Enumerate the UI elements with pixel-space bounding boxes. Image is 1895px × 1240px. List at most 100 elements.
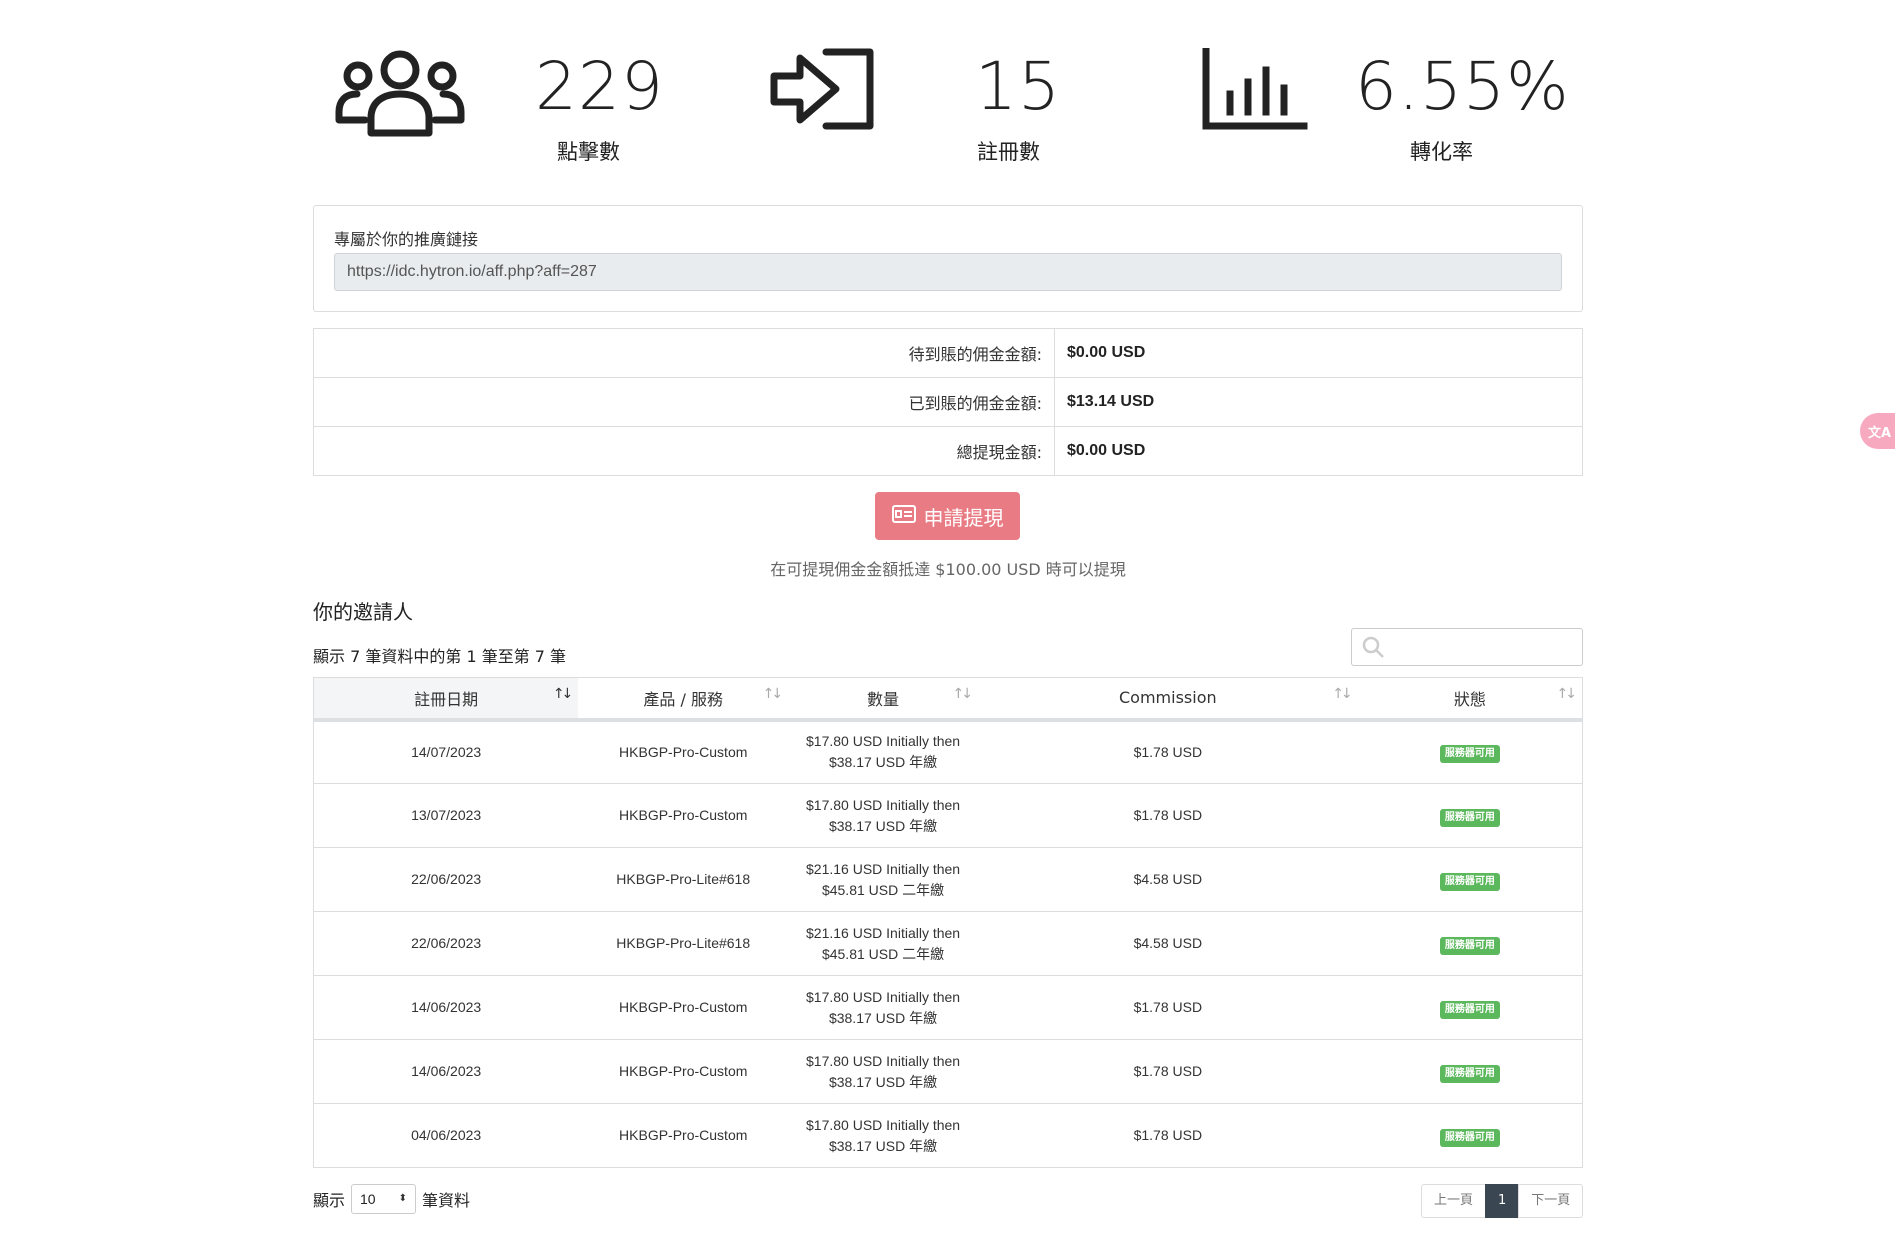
- amount-cell: $17.80 USD Initially then $38.17 USD 年繳: [788, 783, 978, 848]
- page-1-button[interactable]: 1: [1485, 1184, 1520, 1218]
- amount-line-1: $21.16 USD Initially then: [806, 860, 961, 877]
- amount-cell: $17.80 USD Initially then $38.17 USD 年繳: [788, 1039, 978, 1104]
- pending-commission-label: 待到賬的佣金金額:: [313, 328, 1055, 378]
- select-arrows-icon: ⬍: [398, 1193, 408, 1204]
- translate-button[interactable]: 文A: [1860, 413, 1895, 449]
- table-row: 14/06/2023 HKBGP-Pro-Custom $17.80 USD I…: [313, 1039, 1583, 1104]
- request-withdrawal-button[interactable]: 申請提現: [875, 492, 1020, 540]
- amount-cell: $17.80 USD Initially then $38.17 USD 年繳: [788, 719, 978, 784]
- signup-date-cell: 13/07/2023: [313, 783, 579, 848]
- clicks-value: 229: [535, 48, 664, 125]
- amount-line-2: $38.17 USD 年繳: [828, 1009, 938, 1026]
- total-withdrawn-label: 總提現金額:: [313, 426, 1055, 476]
- signup-date-cell: 14/07/2023: [313, 719, 579, 784]
- status-cell: 服務器可用: [1357, 783, 1583, 848]
- page-length-value: 10: [360, 1191, 376, 1207]
- column-header-amount[interactable]: 數量 ↑↓: [788, 677, 978, 722]
- product-cell: HKBGP-Pro-Custom: [578, 783, 789, 848]
- column-label: 產品 / 服務: [643, 689, 723, 709]
- sort-icon: ↑↓: [552, 686, 574, 702]
- commission-cell: $1.78 USD: [977, 719, 1358, 784]
- bar-chart-icon: [1202, 48, 1308, 130]
- amount-line-1: $17.80 USD Initially then: [806, 1052, 961, 1069]
- commission-cell: $4.58 USD: [977, 911, 1358, 976]
- table-row: 22/06/2023 HKBGP-Pro-Lite#618 $21.16 USD…: [313, 911, 1583, 976]
- amount-line-2: $38.17 USD 年繳: [828, 754, 938, 771]
- column-header-status[interactable]: 狀態 ↑↓: [1357, 677, 1583, 722]
- page-length-select[interactable]: 10 ⬍: [351, 1184, 417, 1214]
- column-label: 註冊日期: [414, 689, 479, 709]
- signup-date-cell: 04/06/2023: [313, 1103, 579, 1168]
- sort-icon: ↑↓: [1556, 686, 1578, 702]
- status-cell: 服務器可用: [1357, 1039, 1583, 1104]
- amount-line-1: $17.80 USD Initially then: [806, 796, 961, 813]
- stats-row: 229 點擊數 15 註冊數 6.55% 轉化率: [313, 40, 1583, 170]
- commission-cell: $4.58 USD: [977, 847, 1358, 912]
- commission-summary-table: 待到賬的佣金金額: $0.00 USD 已到賬的佣金金額: $13.14 USD…: [313, 328, 1583, 476]
- amount-line-2: $45.81 USD 二年繳: [821, 945, 945, 962]
- column-label: 狀態: [1453, 689, 1486, 709]
- clicks-label: 點擊數: [557, 140, 620, 164]
- table-row: 04/06/2023 HKBGP-Pro-Custom $17.80 USD I…: [313, 1103, 1583, 1168]
- column-header-product[interactable]: 產品 / 服務 ↑↓: [578, 677, 789, 722]
- previous-page-button[interactable]: 上一頁: [1421, 1184, 1487, 1218]
- product-cell: HKBGP-Pro-Lite#618: [578, 911, 789, 976]
- users-icon: [335, 48, 465, 140]
- money-card-icon: [891, 504, 916, 528]
- signups-value: 15: [975, 48, 1061, 125]
- status-badge: 服務器可用: [1439, 1128, 1500, 1147]
- table-row: 22/06/2023 HKBGP-Pro-Lite#618 $21.16 USD…: [313, 847, 1583, 912]
- referral-link-label: 專屬於你的推廣鏈接: [334, 230, 479, 249]
- withdrawal-threshold-note: 在可提現佣金金額抵達 $100.00 USD 時可以提現: [770, 560, 1126, 579]
- available-commission-value: $13.14 USD: [1054, 377, 1583, 427]
- amount-cell: $17.80 USD Initially then $38.17 USD 年繳: [788, 975, 978, 1040]
- conversion-label: 轉化率: [1410, 140, 1473, 164]
- commission-row: 待到賬的佣金金額: $0.00 USD: [313, 328, 1583, 378]
- status-cell: 服務器可用: [1357, 1103, 1583, 1168]
- product-cell: HKBGP-Pro-Custom: [578, 719, 789, 784]
- product-cell: HKBGP-Pro-Custom: [578, 1103, 789, 1168]
- column-label: Commission: [1119, 688, 1217, 708]
- commission-cell: $1.78 USD: [977, 975, 1358, 1040]
- table-row: 14/07/2023 HKBGP-Pro-Custom $17.80 USD I…: [313, 719, 1583, 784]
- sort-icon: ↑↓: [762, 686, 784, 702]
- status-cell: 服務器可用: [1357, 911, 1583, 976]
- page-length-suffix: 筆資料: [422, 1191, 471, 1210]
- status-badge: 服務器可用: [1439, 936, 1500, 955]
- request-withdrawal-label: 申請提現: [923, 505, 1004, 530]
- amount-cell: $21.16 USD Initially then $45.81 USD 二年繳: [788, 911, 978, 976]
- table-row: 13/07/2023 HKBGP-Pro-Custom $17.80 USD I…: [313, 783, 1583, 848]
- sort-icon: ↑↓: [952, 686, 974, 702]
- available-commission-label: 已到賬的佣金金額:: [313, 377, 1055, 427]
- referral-link-field[interactable]: https://idc.hytron.io/aff.php?aff=287: [334, 253, 1562, 291]
- pending-commission-value: $0.00 USD: [1054, 328, 1583, 378]
- status-badge: 服務器可用: [1439, 872, 1500, 891]
- amount-line-1: $17.80 USD Initially then: [806, 733, 961, 750]
- conversion-value: 6.55%: [1355, 48, 1570, 125]
- commission-row: 已到賬的佣金金額: $13.14 USD: [313, 377, 1583, 427]
- search-icon: [1362, 636, 1386, 664]
- amount-cell: $21.16 USD Initially then $45.81 USD 二年繳: [788, 847, 978, 912]
- referrals-table: 註冊日期 ↑↓ 產品 / 服務 ↑↓ 數量 ↑↓ Commission ↑↓ 狀態 ↑↓ …: [313, 677, 1583, 1168]
- commission-row: 總提現金額: $0.00 USD: [313, 426, 1583, 476]
- table-search-input[interactable]: [1351, 628, 1583, 666]
- status-cell: 服務器可用: [1357, 975, 1583, 1040]
- column-header-signup-date[interactable]: 註冊日期 ↑↓: [313, 677, 579, 722]
- referrals-title: 你的邀請人: [313, 600, 413, 624]
- table-row: 14/06/2023 HKBGP-Pro-Custom $17.80 USD I…: [313, 975, 1583, 1040]
- pagination: 上一頁 1 下一頁: [1421, 1184, 1584, 1218]
- commission-cell: $1.78 USD: [977, 783, 1358, 848]
- signups-label: 註冊數: [977, 140, 1040, 164]
- product-cell: HKBGP-Pro-Custom: [578, 1039, 789, 1104]
- signup-date-cell: 22/06/2023: [313, 911, 579, 976]
- signup-date-cell: 14/06/2023: [313, 975, 579, 1040]
- page-length-prefix: 顯示: [313, 1191, 346, 1210]
- translate-icon: 文A: [1868, 425, 1892, 441]
- column-header-commission[interactable]: Commission ↑↓: [977, 677, 1358, 722]
- amount-cell: $17.80 USD Initially then $38.17 USD 年繳: [788, 1103, 978, 1168]
- status-badge: 服務器可用: [1439, 745, 1500, 764]
- table-info: 顯示 7 筆資料中的第 1 筆至第 7 筆: [313, 647, 567, 666]
- status-badge: 服務器可用: [1439, 808, 1500, 827]
- amount-line-1: $17.80 USD Initially then: [806, 988, 961, 1005]
- next-page-button[interactable]: 下一頁: [1518, 1184, 1584, 1218]
